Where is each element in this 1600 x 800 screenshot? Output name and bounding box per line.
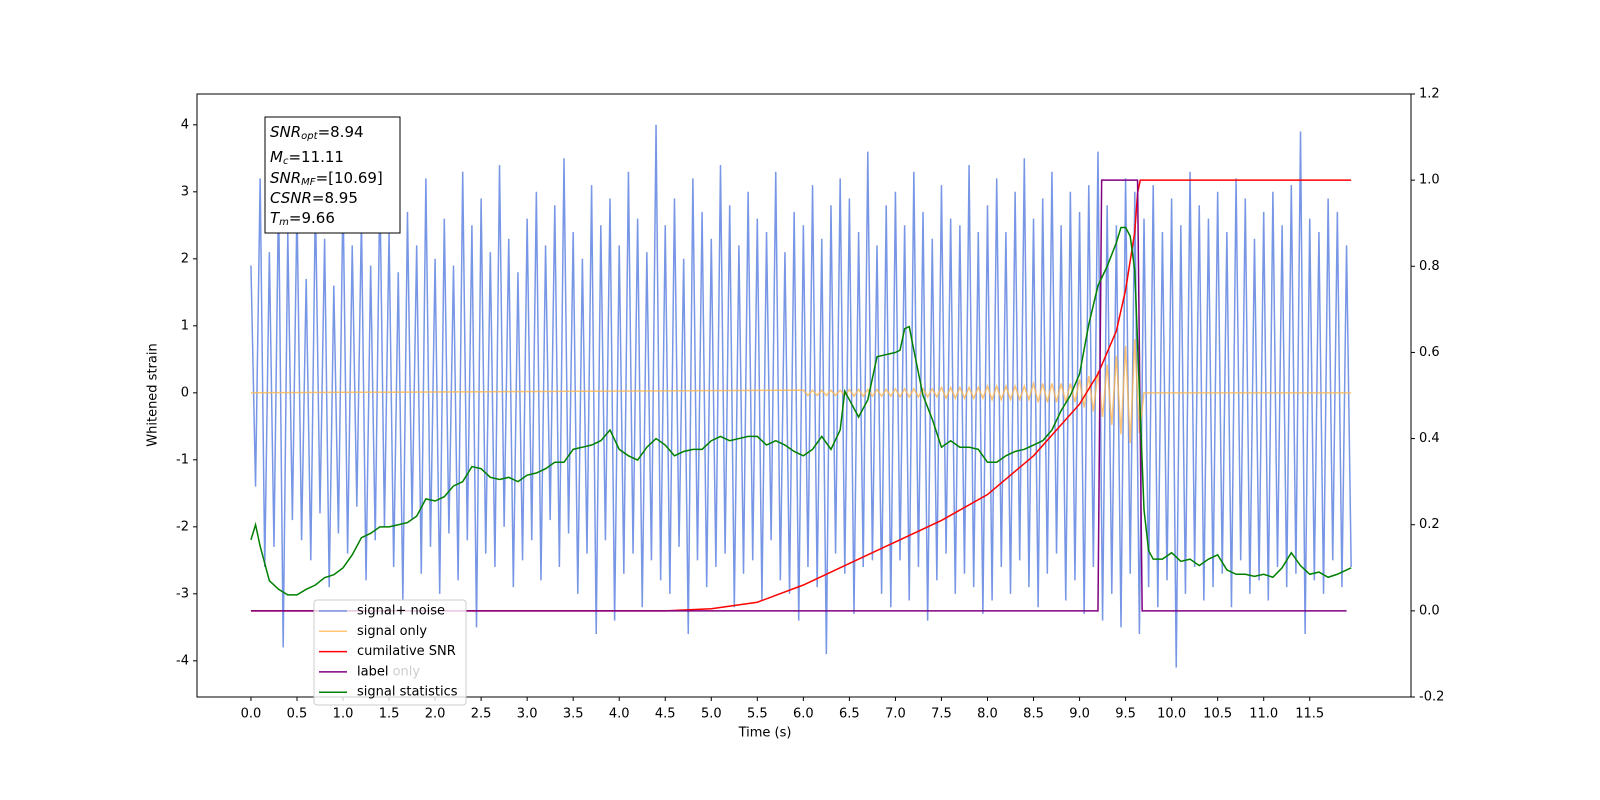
annotation-name: M (270, 148, 283, 166)
annotation-subscript: m (279, 217, 289, 228)
annotation-value: =8.94 (318, 123, 364, 141)
y-tick-label: -2 (176, 519, 189, 534)
y2-tick-label: 0.4 (1419, 431, 1440, 446)
x-tick-label: 9.5 (1115, 707, 1136, 722)
y-tick-label: 0 (181, 385, 189, 400)
annotation: Tm=9.66 (270, 209, 335, 229)
x-tick-label: 7.5 (931, 707, 952, 722)
x-tick-label: 4.0 (609, 707, 630, 722)
x-tick-label: 3.5 (563, 707, 584, 722)
x-tick-label: 11.5 (1295, 707, 1324, 722)
annotation-value: =8.95 (312, 189, 358, 207)
x-tick-label: 2.5 (471, 707, 492, 722)
x-tick-label: 6.0 (793, 707, 814, 722)
y-tick-label: -3 (176, 586, 189, 601)
series-line (250, 179, 1352, 612)
annotation-value: =[10.69] (316, 169, 383, 187)
annotation: SNRopt=8.94 (270, 123, 364, 143)
y-tick-label: -1 (176, 452, 189, 467)
x-tick-label: 1.5 (379, 707, 400, 722)
x-tick-label: 9.0 (1069, 707, 1090, 722)
annotation-name: CSNR (270, 189, 312, 207)
annotation: Mc=11.11 (270, 148, 344, 168)
y-axis-label: Whitened strain (146, 343, 161, 446)
annotation-subscript: MF (301, 177, 316, 188)
legend-label: label (357, 664, 388, 679)
x-tick-label: 10.5 (1203, 707, 1232, 722)
annotation: SNRMF=[10.69] (270, 169, 383, 189)
x-tick-label: 5.5 (747, 707, 768, 722)
y2-tick-label: -0.2 (1419, 690, 1444, 705)
x-tick-label: 10.0 (1157, 707, 1186, 722)
x-tick-label: 4.5 (655, 707, 676, 722)
legend-label: cumilative SNR (357, 644, 456, 659)
y-tick-label: 2 (181, 251, 189, 266)
x-tick-label: 0.5 (287, 707, 308, 722)
y-tick-label: 1 (181, 318, 189, 333)
annotation-subscript: c (283, 156, 289, 167)
y-tick-label: 3 (181, 184, 189, 199)
series-line (250, 179, 1347, 612)
legend-label: signal only (357, 624, 427, 639)
y2-tick-label: 0.2 (1419, 517, 1440, 532)
annotation-name: SNR (270, 169, 301, 187)
legend-label: signal statistics (357, 685, 458, 700)
x-axis-label: Time (s) (738, 726, 792, 741)
series-line (250, 124, 1352, 668)
x-tick-label: 5.0 (701, 707, 722, 722)
annotation: CSNR=8.95 (270, 189, 358, 207)
y2-tick-label: 0.6 (1419, 345, 1440, 360)
x-tick-label: 3.0 (517, 707, 538, 722)
plot-area (250, 124, 1352, 668)
x-tick-label: 11.0 (1249, 707, 1278, 722)
x-tick-label: 6.5 (839, 707, 860, 722)
annotation-name: SNR (270, 123, 301, 141)
annotation-value: =11.11 (288, 148, 344, 166)
x-tick-label: 1.0 (333, 707, 354, 722)
y2-tick-label: 0.0 (1419, 603, 1440, 618)
annotation-box (264, 116, 401, 234)
y2-tick-label: 0.8 (1419, 259, 1440, 274)
legend-box (313, 599, 467, 706)
series-line (250, 226, 1352, 596)
y2-tick-label: 1.2 (1419, 87, 1440, 102)
x-tick-label: 2.0 (425, 707, 446, 722)
x-tick-label: 7.0 (885, 707, 906, 722)
y-tick-label: -4 (176, 653, 189, 668)
y-tick-label: 4 (181, 117, 189, 132)
axes-frame (196, 93, 1412, 698)
x-tick-label: 8.5 (1023, 707, 1044, 722)
x-tick-label: 0.0 (241, 707, 262, 722)
y2-tick-label: 1.0 (1419, 173, 1440, 188)
legend-label: signal+ noise (357, 604, 445, 619)
annotation-value: =9.66 (289, 209, 335, 227)
x-tick-label: 8.0 (977, 707, 998, 722)
annotation-name: T (270, 209, 281, 227)
annotation-subscript: opt (301, 131, 318, 142)
